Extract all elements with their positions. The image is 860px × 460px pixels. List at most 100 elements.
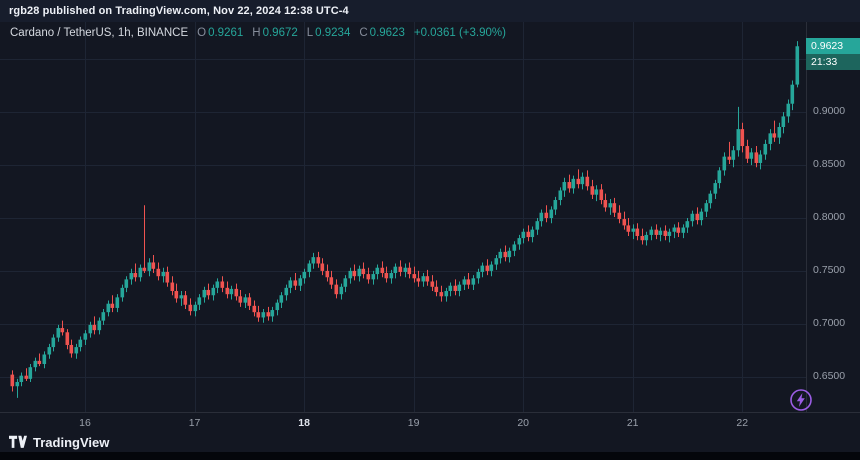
candle-up [795, 46, 800, 85]
candle-up [348, 270, 353, 279]
candle-down [654, 229, 659, 235]
candlestick-chart[interactable] [0, 0, 860, 412]
candle-up [476, 271, 481, 279]
candle-up [179, 295, 184, 299]
candle-down [599, 189, 604, 201]
candle-down [220, 281, 225, 288]
candle-down [434, 286, 439, 293]
time-scale-label: 20 [517, 417, 529, 429]
candle-down [439, 292, 444, 297]
candle-up [15, 382, 20, 387]
candle-down [567, 182, 572, 189]
candle-up [88, 324, 93, 334]
candle-down [603, 200, 608, 208]
time-scale-label: 21 [626, 417, 639, 429]
candle-down [174, 291, 179, 299]
candle-down [266, 312, 271, 317]
candle-up [106, 303, 111, 313]
candle-up [211, 287, 216, 296]
candle-down [544, 212, 549, 218]
candle-down [110, 303, 115, 308]
ohlc-close: C 0.9623 [359, 27, 405, 39]
candle-up [471, 278, 476, 285]
candle-up [777, 127, 782, 138]
candle-down [485, 265, 490, 271]
candle-up [375, 267, 380, 275]
candle-down [740, 129, 745, 147]
candle-down [165, 271, 170, 283]
candle-down [772, 133, 777, 138]
candle-up [558, 190, 563, 201]
tradingview-logo-icon[interactable] [9, 435, 27, 449]
candle-up [549, 209, 554, 218]
boost-lightning-icon[interactable] [788, 387, 814, 413]
price-axis[interactable]: 0.9000 0.8500 0.8000 0.7500 0.7000 0.6500 [806, 22, 860, 412]
candle-up [120, 287, 125, 298]
candle-down [503, 251, 508, 258]
time-axis[interactable]: 16 17 18 19 20 21 22 [0, 412, 860, 433]
candle-up [781, 116, 786, 127]
candle-up [736, 129, 741, 151]
tradingview-brand[interactable]: TradingView [33, 434, 110, 450]
candle-down [320, 263, 325, 271]
candle-up [494, 258, 499, 265]
candle-up [717, 170, 722, 184]
candle-up [339, 286, 344, 295]
candle-down [188, 304, 193, 312]
candle-up [457, 284, 462, 292]
candle-up [288, 280, 293, 288]
price-scale-label: 0.7000 [813, 316, 846, 329]
candle-down [416, 278, 421, 282]
candle-down [425, 276, 430, 282]
chart-legend: Cardano / TetherUS, 1h, BINANCE O 0.9261 … [10, 27, 506, 39]
candle-up [708, 193, 713, 204]
candle-down [745, 146, 750, 159]
candle-up [658, 230, 663, 235]
candle-down [334, 284, 339, 295]
candle-down [325, 270, 330, 278]
candle-up [302, 271, 307, 279]
candle-up [699, 211, 704, 221]
candle-up [56, 328, 61, 338]
candle-up [608, 203, 613, 208]
price-change: +0.0361 (+3.90%) [413, 27, 506, 39]
candle-up [270, 310, 275, 317]
candle-down [151, 262, 156, 269]
candle-up [51, 337, 56, 348]
bar-countdown: 21:33 [806, 54, 860, 71]
candle-up [243, 297, 248, 303]
candle-up [521, 231, 526, 239]
candle-down [329, 277, 334, 285]
time-scale-label: 16 [79, 417, 91, 429]
candle-up [631, 228, 636, 232]
candle-up [343, 278, 348, 287]
candle-up [667, 231, 672, 236]
candle-down [590, 186, 595, 195]
candle-down [526, 231, 531, 238]
candle-up [685, 221, 690, 228]
candle-up [389, 273, 394, 279]
candle-down [293, 280, 298, 286]
candle-down [234, 288, 239, 297]
candle-up [115, 297, 120, 308]
candle-down [384, 273, 389, 279]
candle-up [580, 176, 585, 185]
candle-up [704, 203, 709, 212]
symbol-title: Cardano / TetherUS, 1h, BINANCE [10, 27, 189, 39]
candle-up [147, 262, 152, 271]
candle-up [101, 312, 106, 321]
candle-up [649, 229, 654, 235]
candle-up [786, 103, 791, 117]
candle-down [206, 289, 211, 296]
candle-down [156, 268, 161, 277]
candle-up [229, 288, 234, 295]
candle-down [466, 279, 471, 285]
last-price-value: 0.9623 [811, 40, 844, 53]
candle-down [252, 305, 257, 313]
candle-up [47, 347, 52, 355]
candle-down [412, 274, 417, 279]
candle-down [183, 295, 188, 305]
candle-up [530, 229, 535, 238]
candle-up [129, 273, 134, 280]
